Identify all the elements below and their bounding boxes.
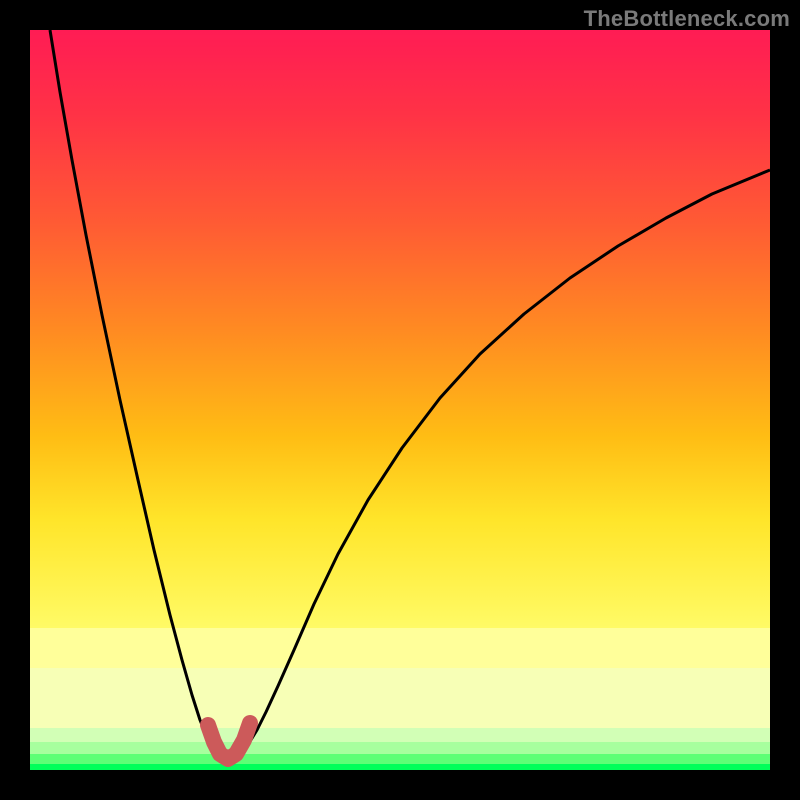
plot-area: [30, 30, 770, 770]
curve-path: [50, 30, 770, 760]
bottleneck-curve: [30, 30, 770, 770]
watermark-text: TheBottleneck.com: [584, 6, 790, 32]
canvas: TheBottleneck.com: [0, 0, 800, 800]
trough-path: [208, 723, 250, 759]
